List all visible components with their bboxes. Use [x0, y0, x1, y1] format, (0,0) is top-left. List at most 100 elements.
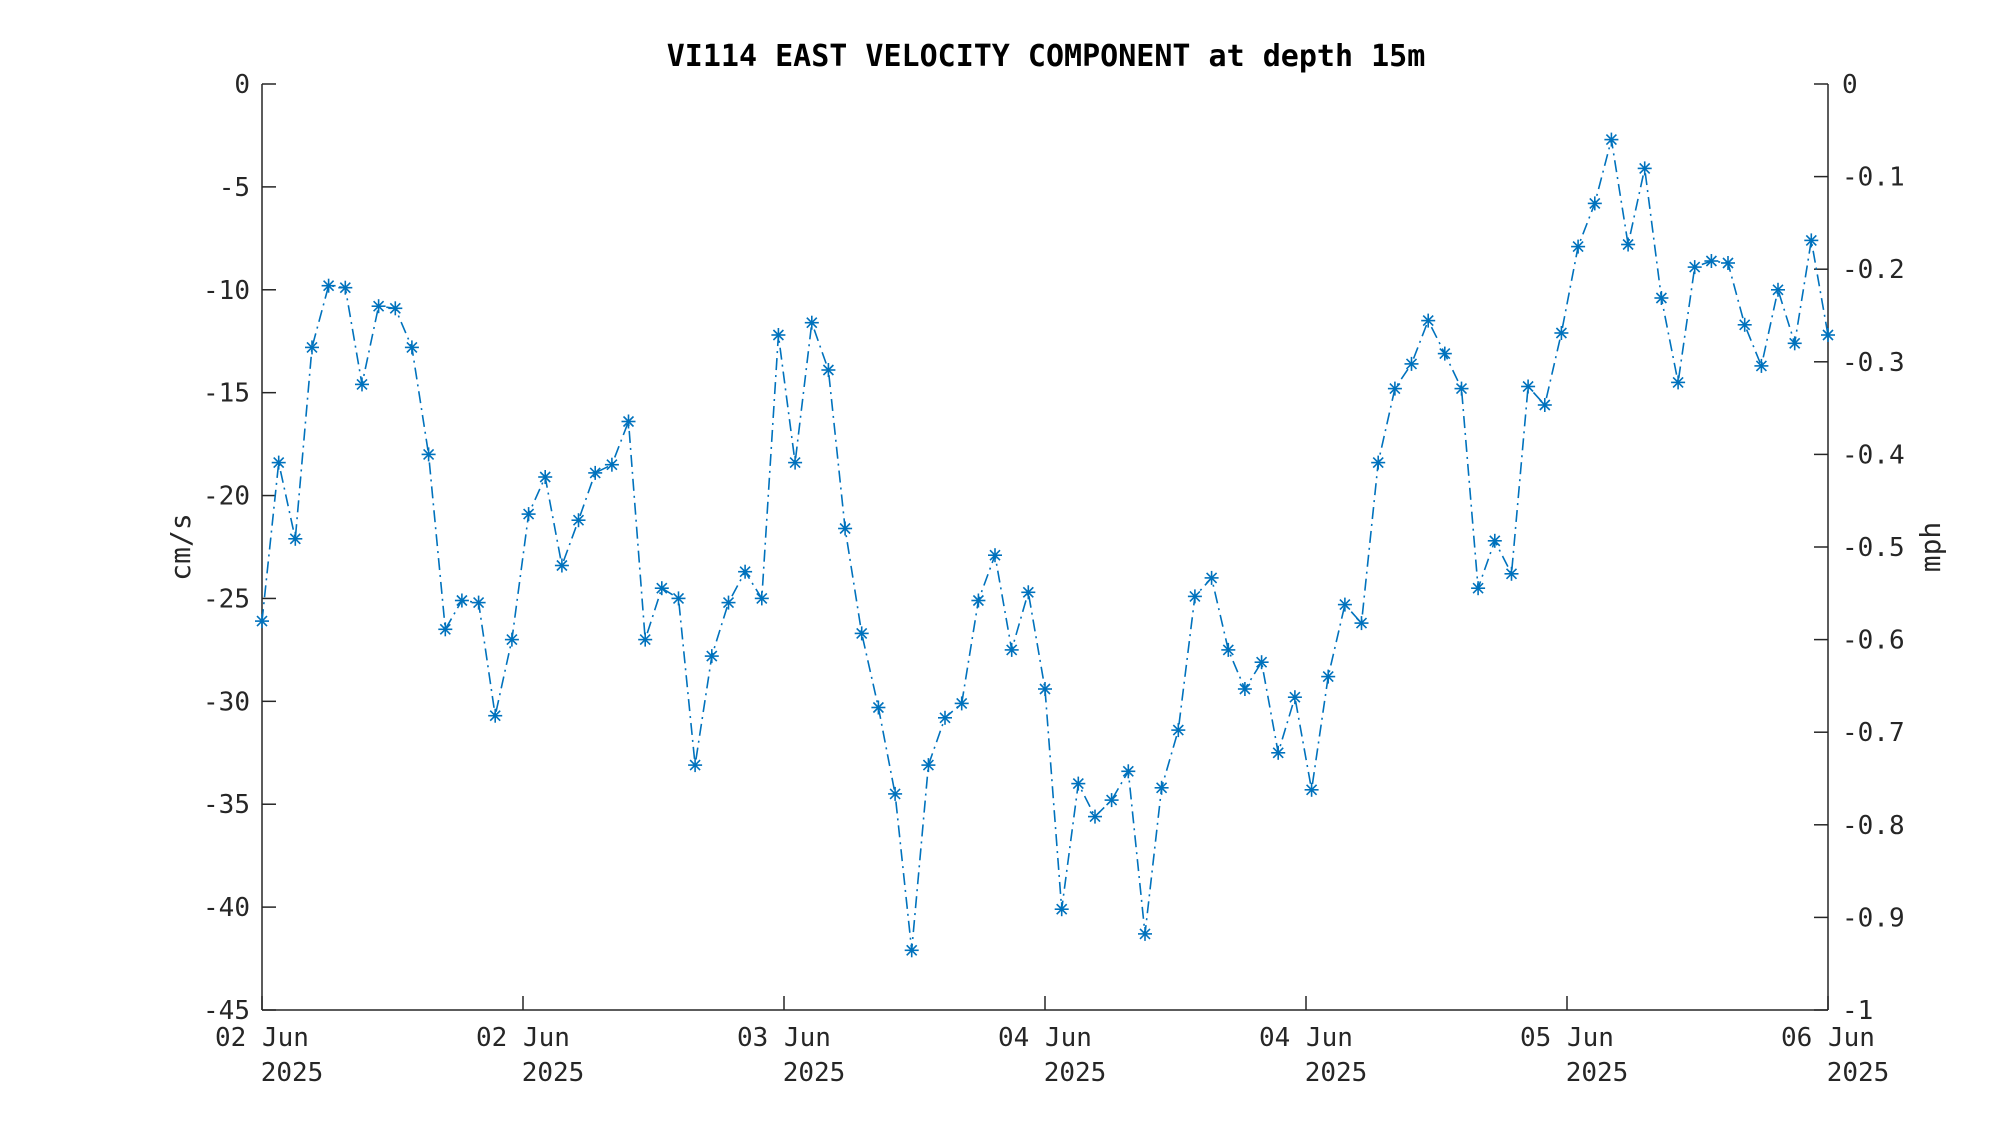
- y-tick-label: -10: [203, 276, 250, 306]
- data-point: [438, 622, 453, 637]
- data-point: [1254, 655, 1269, 670]
- x-tick-label-day: 04 Jun: [1259, 1023, 1353, 1053]
- data-point: [1204, 570, 1219, 585]
- x-tick-label-day: 05 Jun: [1520, 1023, 1614, 1053]
- data-point: [521, 507, 536, 522]
- data-point: [904, 943, 919, 958]
- y-tick-label: 0: [234, 70, 250, 100]
- data-point: [1454, 381, 1469, 396]
- y-axis-label-left: cm/s: [164, 513, 197, 580]
- series-east-velocity: [255, 132, 1835, 958]
- data-point: [1471, 581, 1486, 596]
- data-point: [1337, 597, 1352, 612]
- data-point: [454, 593, 469, 608]
- data-point: [1554, 326, 1569, 340]
- data-point: [1754, 358, 1769, 373]
- data-point: [1404, 356, 1419, 371]
- data-point: [305, 340, 319, 355]
- data-point: [871, 700, 886, 715]
- data-point: [771, 328, 786, 342]
- y-tick-label: -15: [203, 379, 250, 409]
- data-point: [671, 591, 686, 606]
- data-point: [1104, 793, 1119, 808]
- x-tick-label-day: 02 Jun: [215, 1023, 309, 1053]
- data-point: [1054, 902, 1069, 917]
- y-tick-label: -20: [203, 482, 250, 512]
- data-point: [1421, 313, 1436, 328]
- data-point: [954, 696, 969, 711]
- data-point: [1737, 317, 1752, 332]
- data-point: [1038, 682, 1052, 696]
- data-point: [938, 710, 952, 725]
- data-point: [1687, 260, 1702, 275]
- data-point: [255, 614, 269, 629]
- data-point: [1821, 328, 1835, 342]
- y-tick-label: -35: [203, 790, 250, 820]
- data-point: [621, 414, 636, 429]
- data-point: [1721, 256, 1735, 270]
- data-point: [838, 521, 853, 536]
- data-point: [1437, 346, 1452, 361]
- data-point: [1621, 237, 1636, 252]
- data-point: [1121, 764, 1136, 779]
- data-point: [1237, 682, 1252, 696]
- data-point: [1521, 379, 1536, 394]
- y-tick-label: -25: [203, 584, 250, 614]
- data-point: [1804, 233, 1819, 248]
- data-point: [971, 593, 986, 608]
- data-point: [488, 708, 503, 723]
- plot-axes: [261, 84, 1829, 1011]
- data-point: [1221, 642, 1236, 657]
- data-point: [1138, 926, 1152, 941]
- data-point: [1154, 780, 1169, 795]
- data-point: [288, 531, 303, 546]
- x-tick-label-year: 2025: [261, 1058, 324, 1088]
- data-point: [588, 465, 603, 480]
- data-point: [1571, 239, 1586, 254]
- x-tick-label-day: 04 Jun: [998, 1023, 1092, 1053]
- data-point: [571, 513, 586, 528]
- data-point: [888, 786, 903, 801]
- data-point: [1088, 809, 1102, 824]
- data-point: [754, 591, 769, 606]
- data-point: [355, 377, 369, 392]
- data-point: [1304, 782, 1319, 797]
- x-tick-label-year: 2025: [1044, 1058, 1107, 1088]
- y-right-tick-label: -0.4: [1842, 440, 1905, 470]
- data-point: [804, 315, 819, 330]
- y-right-tick-label: -0.2: [1842, 255, 1905, 285]
- data-point: [371, 299, 386, 314]
- data-point: [854, 626, 869, 641]
- chart-title: VI114 EAST VELOCITY COMPONENT at depth 1…: [667, 39, 1426, 74]
- data-point: [738, 564, 753, 579]
- series-line: [261, 139, 1829, 951]
- x-tick-label-day: 02 Jun: [476, 1023, 570, 1053]
- x-tick-label-year: 2025: [1827, 1058, 1890, 1088]
- data-point: [604, 457, 619, 472]
- y-right-tick-label: -0.3: [1842, 348, 1905, 378]
- x-tick-label-year: 2025: [783, 1058, 846, 1088]
- data-point: [471, 595, 486, 610]
- data-point: [1187, 589, 1202, 604]
- data-point: [1771, 282, 1785, 297]
- data-point: [1604, 132, 1619, 147]
- y-right-tick-label: -0.7: [1842, 718, 1905, 748]
- y-right-tick-label: -0.9: [1842, 903, 1905, 933]
- data-point: [1587, 196, 1602, 211]
- left-y-ticks: 0 -5 -10 -15 -20 -25 -30 -35 -40 -45: [203, 70, 276, 1026]
- data-point: [1654, 291, 1669, 305]
- right-y-ticks: 0 -0.1 -0.2 -0.3 -0.4 -0.5 -0.6 -0.7 -0.8 -0.9 -1: [1814, 70, 1905, 1026]
- data-point: [688, 758, 703, 773]
- y-right-tick-label: -1: [1842, 996, 1873, 1026]
- data-point: [338, 280, 353, 295]
- x-tick-label-year: 2025: [522, 1058, 585, 1088]
- data-point: [1271, 745, 1286, 760]
- data-point: [1704, 254, 1719, 268]
- data-point: [271, 455, 286, 470]
- y-tick-label: -45: [203, 996, 250, 1026]
- data-point: [388, 301, 403, 316]
- data-point: [821, 363, 836, 377]
- y-right-tick-label: -0.5: [1842, 533, 1905, 563]
- y-right-tick-label: -0.1: [1842, 163, 1905, 193]
- data-point: [1487, 533, 1502, 548]
